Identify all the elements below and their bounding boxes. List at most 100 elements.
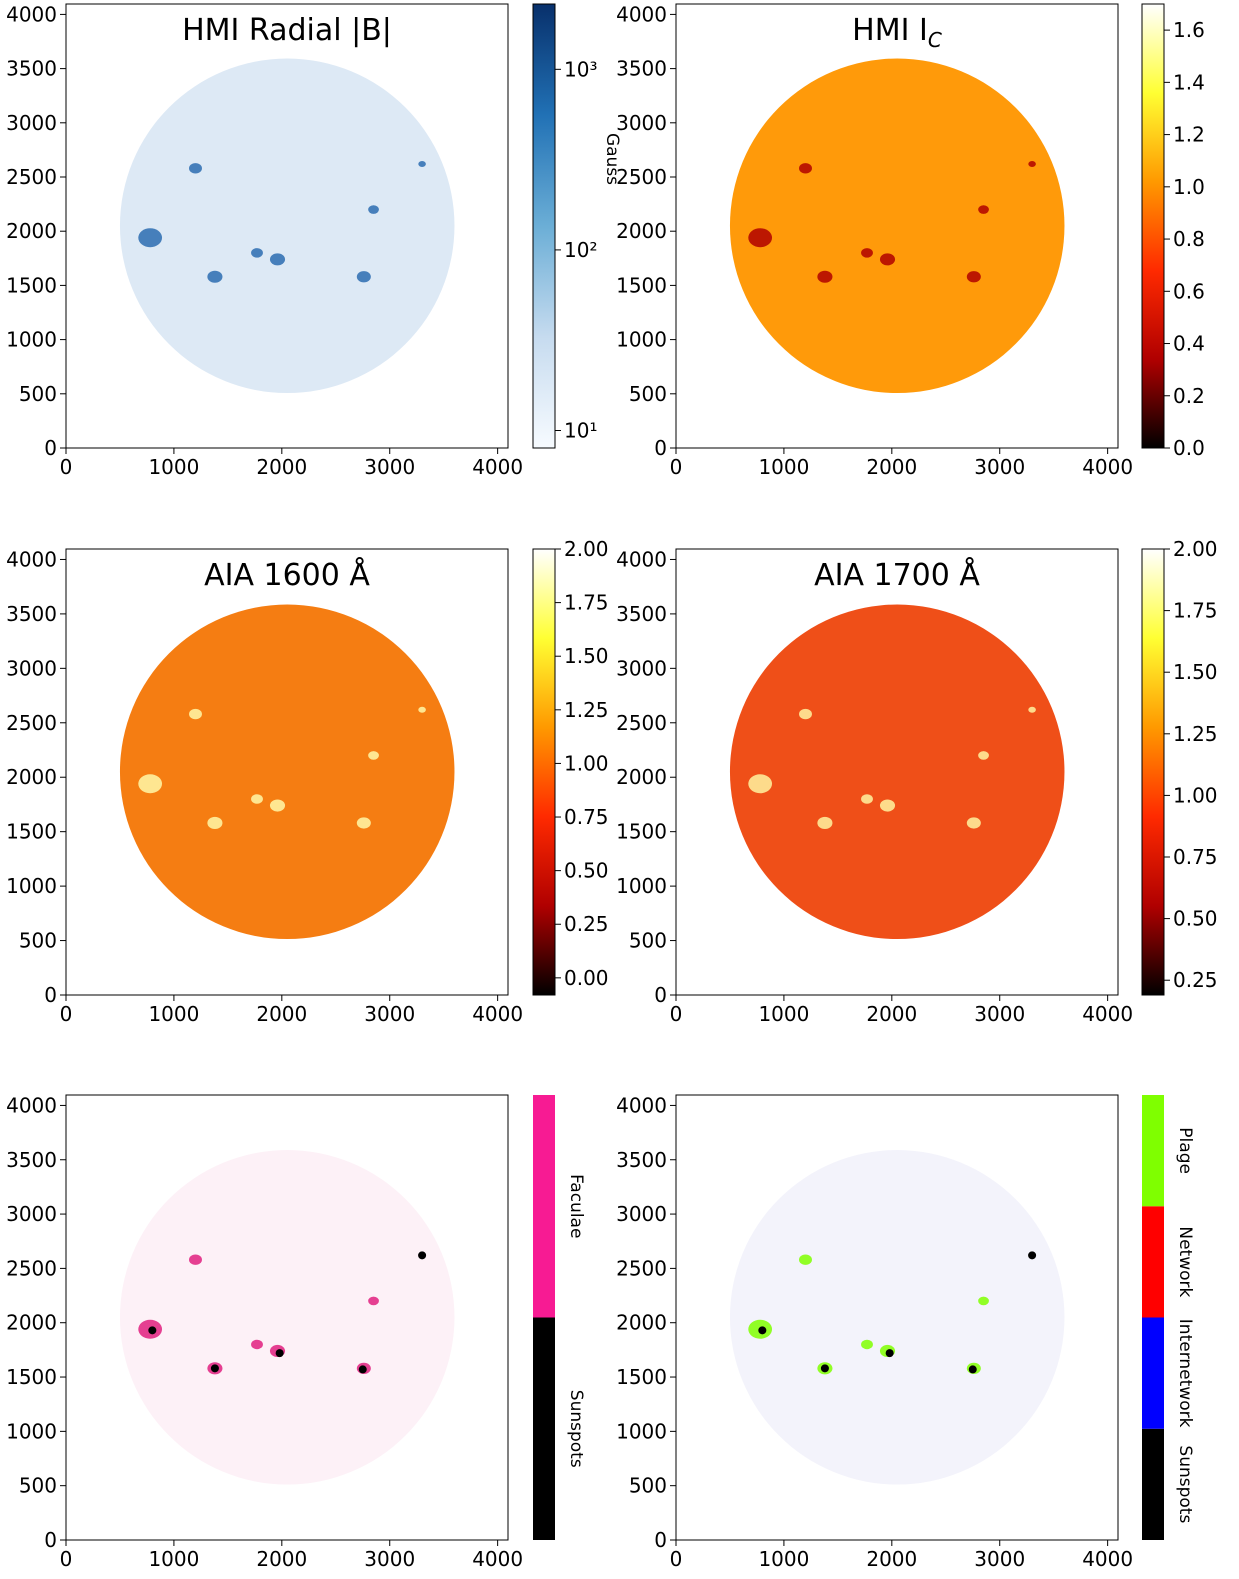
disk-feature	[368, 1296, 379, 1306]
y-tick-label: 500	[19, 382, 57, 406]
x-tick-label: 0	[670, 1547, 683, 1571]
disk-feature	[978, 1296, 989, 1306]
colorbar-tick-label: 1.6	[1173, 18, 1205, 42]
axes-frame	[65, 3, 509, 449]
colorbar-tick-label: 2.00	[564, 537, 609, 561]
y-tick-label: 0	[654, 436, 667, 460]
colorbar-category: Faculae	[566, 1174, 586, 1238]
y-tick-label: 3000	[616, 111, 667, 135]
x-tick-label: 1000	[148, 1547, 199, 1571]
disk-feature	[368, 751, 379, 760]
colorbar-tick-label: 1.25	[1173, 722, 1218, 746]
x-tick-label: 1000	[758, 455, 809, 479]
colorbar-category: Network	[1175, 1226, 1195, 1297]
sunspot	[968, 1365, 977, 1374]
colorbar-segment	[1142, 1095, 1164, 1207]
solar-disk	[729, 1150, 1065, 1485]
disk-feature	[966, 271, 981, 283]
sunspot	[418, 1251, 427, 1260]
disk-feature	[368, 205, 379, 214]
y-tick-label: 3500	[616, 602, 667, 626]
colorbar-tick-label: 0.4	[1173, 332, 1205, 356]
colorbar-tick-label: 1.00	[564, 751, 609, 775]
y-tick-label: 0	[44, 983, 57, 1007]
y-tick-label: 1000	[616, 328, 667, 352]
chart-title-text: AIA 1600 Å	[204, 557, 370, 593]
colorbar-tick-label: 0.2	[1173, 384, 1205, 408]
x-tick-label: 2000	[866, 455, 917, 479]
chart-title: HMI IC	[852, 13, 942, 52]
disk-feature	[418, 706, 426, 713]
disk-feature	[189, 1254, 202, 1265]
disk-feature	[817, 270, 833, 283]
y-tick-label: 3500	[616, 57, 667, 81]
x-tick-label: 4000	[472, 1002, 523, 1026]
x-tick-label: 0	[60, 1547, 73, 1571]
y-tick-label: 1000	[6, 1419, 57, 1443]
y-tick-label: 1000	[6, 874, 57, 898]
colorbar-tick-label: 1.50	[1173, 660, 1218, 684]
axes-frame	[65, 548, 509, 996]
x-tick-label: 4000	[1082, 1547, 1133, 1571]
y-tick-label: 2000	[616, 1311, 667, 1335]
disk-feature	[799, 708, 812, 720]
y-tick-label: 3000	[6, 111, 57, 135]
chart-title-text: AIA 1700 Å	[814, 557, 980, 593]
y-tick-label: 1500	[6, 820, 57, 844]
disk-feature	[978, 751, 989, 760]
x-tick-label: 3000	[974, 1547, 1025, 1571]
axes-frame	[675, 3, 1119, 449]
disk-feature	[861, 794, 873, 804]
colorbar-tick-label: 0.25	[564, 912, 609, 936]
y-tick-label: 1000	[616, 1419, 667, 1443]
sunspot	[1028, 1251, 1037, 1260]
chart-title-subscript: C	[928, 28, 942, 52]
disk-feature	[207, 816, 223, 830]
x-tick-label: 0	[670, 455, 683, 479]
y-tick-label: 4000	[6, 2, 57, 26]
y-tick-label: 1500	[6, 273, 57, 297]
x-tick-label: 3000	[974, 1002, 1025, 1026]
x-tick-label: 1000	[758, 1002, 809, 1026]
y-tick-label: 3500	[616, 1148, 667, 1172]
y-tick-label: 2000	[6, 765, 57, 789]
colorbar-tick-label: 1.75	[564, 591, 609, 615]
colorbar-tick-label: 10³	[564, 57, 597, 81]
colorbar-tick-label: 1.25	[564, 698, 609, 722]
disk-feature	[879, 799, 896, 812]
sunspot	[820, 1364, 829, 1373]
x-tick-label: 0	[670, 1002, 683, 1026]
colorbar-tick-label: 10²	[564, 238, 597, 262]
solar-disk	[119, 604, 455, 940]
x-tick-label: 3000	[364, 1002, 415, 1026]
disk-feature	[748, 774, 773, 794]
colorbar-category: Internetwork	[1175, 1319, 1195, 1428]
chart-title: AIA 1700 Å	[814, 557, 980, 593]
colorbar-category: Sunspots	[1175, 1445, 1195, 1523]
y-tick-label: 1500	[616, 273, 667, 297]
sunspot	[275, 1349, 284, 1358]
y-tick-label: 1500	[6, 1365, 57, 1389]
sunspot	[148, 1326, 157, 1335]
y-tick-label: 2000	[6, 219, 57, 243]
x-tick-label: 0	[60, 455, 73, 479]
colorbar-category: Sunspots	[566, 1390, 586, 1468]
y-tick-label: 500	[629, 382, 667, 406]
axes-frame	[675, 548, 1119, 996]
colorbar-tick-label: 0.00	[564, 966, 609, 990]
colorbar	[1141, 548, 1165, 996]
colorbar-tick-label: 1.4	[1173, 70, 1205, 94]
y-tick-label: 3000	[6, 656, 57, 680]
disk-feature	[799, 1254, 812, 1265]
colorbar-tick-label: 1.2	[1173, 123, 1205, 147]
y-tick-label: 1500	[616, 1365, 667, 1389]
colorbar-tick-label: 0.75	[564, 805, 609, 829]
colorbar-tick-label: 0.0	[1173, 436, 1205, 460]
y-tick-label: 2500	[616, 1256, 667, 1280]
solar-disk	[119, 1150, 455, 1485]
colorbar-segment	[1142, 1317, 1164, 1429]
disk-feature	[1028, 160, 1036, 168]
y-tick-label: 2000	[6, 1311, 57, 1335]
y-tick-label: 4000	[616, 547, 667, 571]
